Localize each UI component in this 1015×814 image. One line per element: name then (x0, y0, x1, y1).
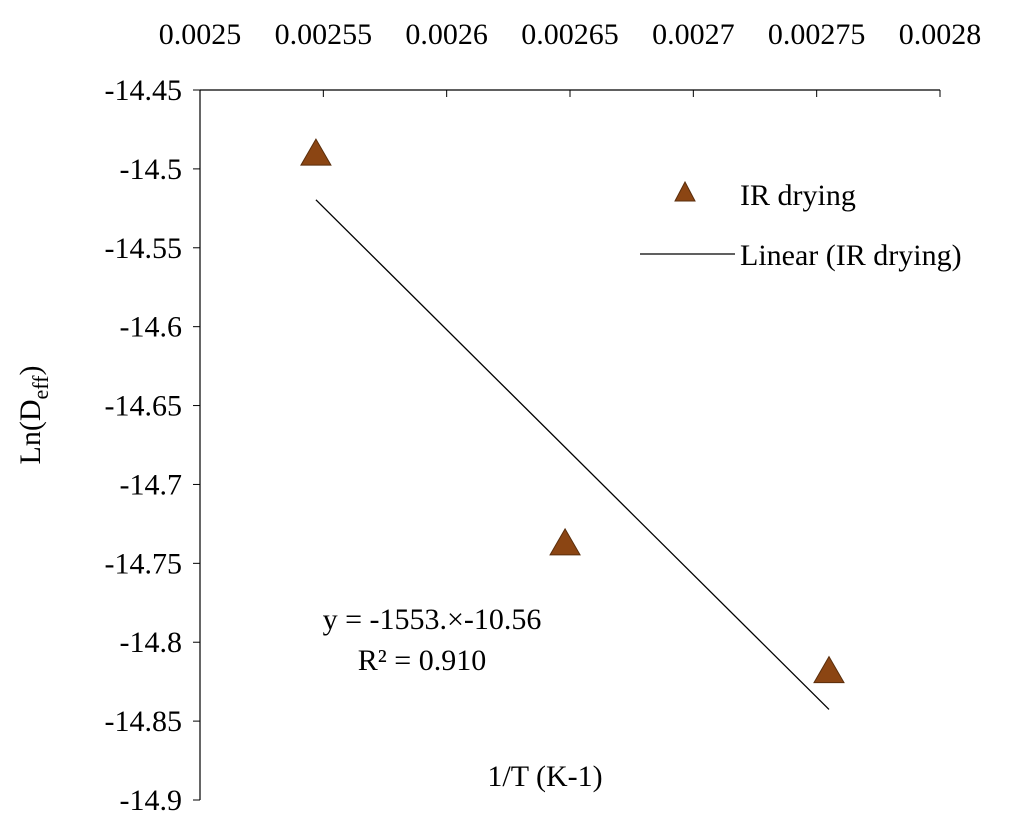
y-tick-label: -14.8 (120, 626, 183, 659)
x-tick-label: 0.0025 (159, 18, 242, 51)
x-tick-label: 0.0026 (405, 18, 488, 51)
y-tick-label: -14.85 (105, 705, 183, 738)
x-tick-label: 0.00255 (275, 18, 373, 51)
y-tick-label: -14.65 (105, 390, 183, 423)
legend-marker-triangle (674, 180, 696, 202)
trendline-equation: y = -1553.×-10.56 (323, 603, 542, 636)
x-tick-label: 0.0028 (899, 18, 982, 51)
scatter-series (300, 138, 845, 684)
data-point-triangle (300, 138, 332, 166)
legend-label-series: IR drying (740, 179, 856, 212)
data-point-triangle (813, 655, 845, 684)
y-axis-title-close: ) (14, 365, 47, 375)
y-tick-label: -14.45 (105, 74, 183, 107)
x-tick-label: 0.00265 (521, 18, 619, 51)
x-tick-label: 0.00275 (768, 18, 866, 51)
x-tick-label: 0.0027 (652, 18, 735, 51)
legend: IR drying Linear (IR drying) (640, 179, 962, 272)
y-axis-title-main: Ln(D (14, 400, 47, 465)
y-tick-label: -14.75 (105, 547, 183, 580)
y-tick-label: -14.55 (105, 232, 183, 265)
trendline-series (315, 199, 830, 710)
y-tick-label: -14.7 (120, 468, 183, 501)
x-axis-ticks: 0.0025 0.00255 0.0026 0.00265 0.0027 0.00275 0… (159, 18, 982, 97)
x-axis-title: 1/T (K-1) (487, 760, 602, 793)
y-axis-title-sub: eff (28, 375, 53, 400)
y-tick-label: -14.5 (120, 153, 183, 186)
data-point-triangle (549, 527, 581, 556)
legend-label-trend: Linear (IR drying) (740, 239, 962, 272)
trendline-r-squared: R² = 0.910 (358, 644, 486, 677)
y-tick-label: -14.6 (120, 311, 183, 344)
y-tick-label: -14.9 (120, 784, 183, 814)
trendline (315, 199, 830, 710)
y-axis-ticks: -14.45 -14.5 -14.55 -14.6 -14.65 -14.7 -14.75 -… (105, 74, 200, 814)
y-axis-title: Ln(Deff) (14, 365, 53, 464)
